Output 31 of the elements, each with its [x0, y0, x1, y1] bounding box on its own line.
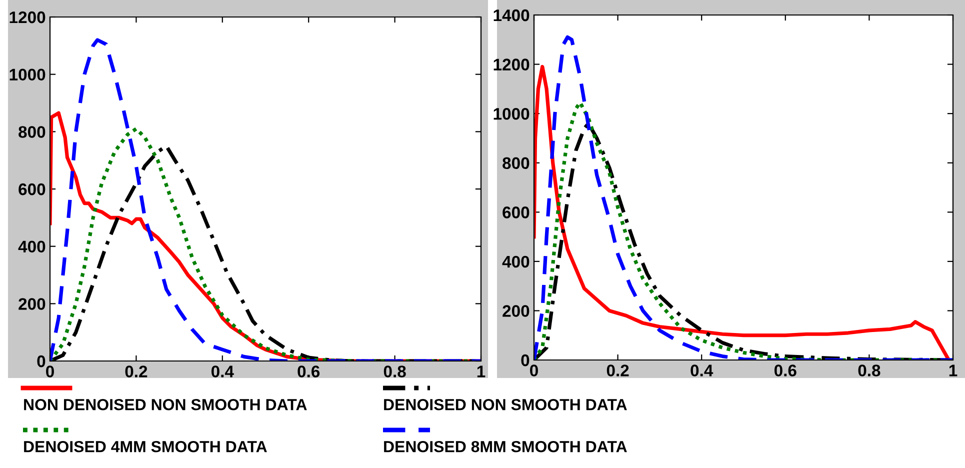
y-tick-label: 1200 — [494, 58, 530, 70]
y-tick-label: 200 — [502, 305, 530, 317]
legend-label: NON DENOISED NON SMOOTH DATA — [24, 398, 307, 410]
legend-label: DENOISED 4MM SMOOTH DATA — [24, 440, 267, 452]
y-tick-label: 1000 — [10, 68, 46, 81]
y-tick-label: 600 — [18, 183, 46, 196]
legend-label: DENOISED 8MM SMOOTH DATA — [384, 440, 627, 452]
y-tick-label: 0 — [521, 354, 530, 366]
x-tick-label: 0.8 — [858, 364, 880, 376]
x-tick-label: 0 — [530, 364, 538, 376]
x-tick-label: 0.4 — [690, 364, 714, 376]
y-tick-label: 0 — [37, 355, 46, 368]
y-tick-label: 1200 — [10, 11, 46, 24]
x-tick-label: 0 — [46, 366, 54, 378]
x-tick-label: 0.6 — [774, 364, 796, 376]
y-tick-label: 800 — [502, 157, 530, 170]
y-tick-label: 600 — [502, 206, 530, 218]
x-tick-label: 0.6 — [298, 366, 320, 378]
x-tick-label: 1 — [949, 364, 958, 376]
y-tick-label: 1400 — [494, 9, 530, 22]
y-tick-label: 1000 — [494, 108, 530, 120]
y-tick-label: 800 — [18, 126, 46, 138]
y-tick-label: 400 — [502, 256, 530, 268]
x-tick-label: 0.4 — [211, 366, 234, 378]
y-tick-label: 400 — [18, 240, 46, 253]
x-tick-label: 1 — [477, 366, 486, 378]
x-tick-label: 0.8 — [384, 366, 406, 378]
legend-label: DENOISED NON SMOOTH DATA — [384, 398, 627, 410]
x-tick-label: 0.2 — [125, 366, 148, 378]
y-tick-label: 200 — [18, 298, 46, 310]
x-tick-label: 0.2 — [606, 364, 629, 376]
